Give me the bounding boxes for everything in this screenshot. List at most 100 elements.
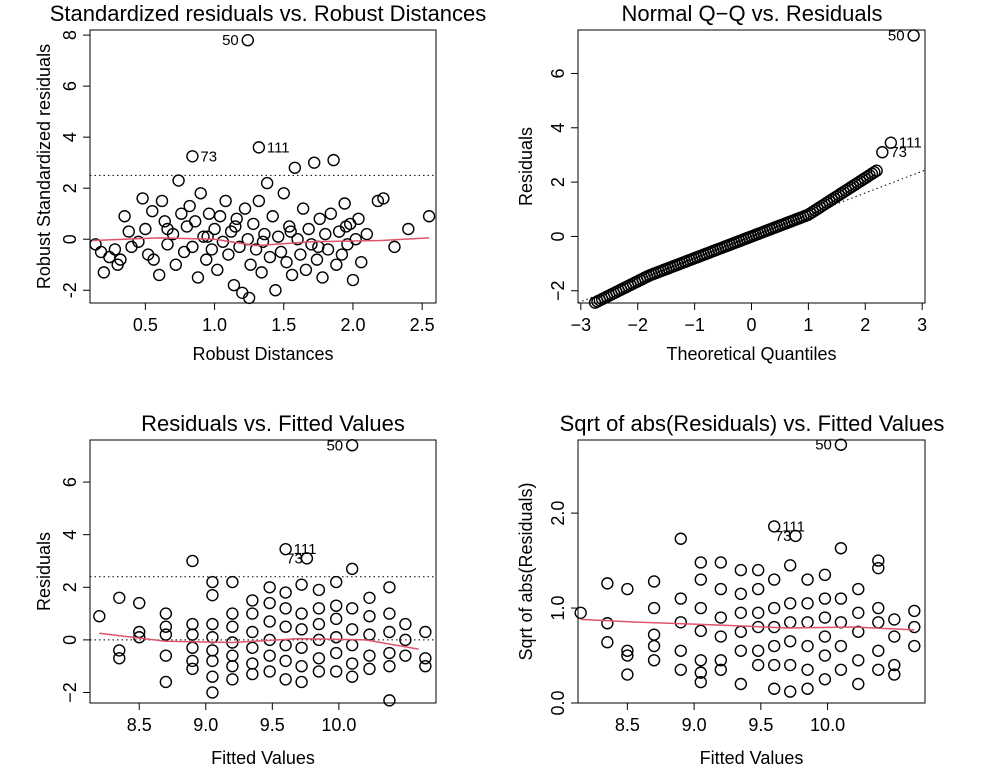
data-point: [349, 233, 362, 246]
data-point: [177, 245, 191, 259]
data-point: [383, 646, 396, 660]
data-point: [211, 263, 224, 277]
data-point: [908, 604, 921, 618]
data-point: [113, 591, 126, 604]
y-axis-label: Sqrt of abs(Residuals): [516, 482, 536, 660]
data-point: [383, 659, 396, 673]
data-point: [714, 611, 728, 624]
data-point: [226, 607, 239, 620]
data-point: [288, 161, 302, 174]
data-points: [89, 153, 436, 305]
chart-title: Residuals vs. Fitted Values: [141, 411, 405, 436]
data-point: [377, 192, 390, 205]
data-point: [295, 675, 308, 689]
data-point: [345, 670, 359, 683]
data-point: [767, 682, 781, 695]
data-point: [146, 204, 159, 218]
data-point: [186, 662, 199, 676]
data-point: [159, 628, 173, 641]
data-point: [183, 199, 196, 213]
y-tick-label: 4: [60, 132, 80, 142]
data-point: [201, 230, 214, 243]
data-point: [818, 592, 832, 605]
data-point: [767, 639, 781, 653]
data-point: [260, 176, 274, 190]
outlier-point: [252, 141, 266, 154]
data-point: [244, 258, 257, 271]
data-point: [319, 227, 332, 241]
data-point: [94, 245, 108, 259]
outlier-label: 50: [326, 437, 343, 454]
data-point: [801, 573, 814, 586]
data-point: [872, 561, 885, 575]
data-point: [834, 542, 848, 555]
data-point: [330, 258, 343, 271]
data-point: [191, 271, 205, 284]
data-point: [272, 230, 285, 243]
outlier-label: 50: [222, 32, 239, 49]
panel-4: Sqrt of abs(Residuals) vs. Fitted Values…: [516, 411, 944, 768]
data-point: [186, 240, 199, 254]
data-point: [206, 686, 219, 699]
outlier-label: 50: [888, 27, 905, 44]
data-point: [152, 268, 166, 282]
data-point: [277, 187, 290, 200]
data-point: [213, 210, 227, 223]
y-tick-label: 0: [60, 234, 80, 244]
data-point: [302, 222, 315, 236]
x-tick-label: 0: [746, 315, 756, 335]
data-point: [305, 238, 318, 251]
y-tick-label: 2: [60, 582, 80, 592]
data-point: [295, 607, 308, 620]
data-point: [371, 194, 385, 208]
outlier-point: [876, 146, 889, 159]
data-point: [186, 617, 199, 631]
x-tick-label: 9.5: [260, 715, 285, 735]
data-point: [852, 625, 865, 638]
data-point: [674, 616, 687, 629]
data-point: [751, 644, 765, 657]
x-tick-label: −1: [684, 315, 705, 335]
x-tick-label: 10.0: [321, 715, 356, 735]
outlier-point: [186, 150, 199, 163]
data-point: [274, 245, 288, 259]
data-point: [206, 670, 219, 683]
data-point: [312, 240, 325, 254]
data-point: [202, 207, 216, 220]
data-point: [159, 607, 173, 620]
data-point: [186, 641, 199, 654]
chart-title: Standardized residuals vs. Robust Distan…: [50, 1, 487, 26]
data-point: [872, 554, 885, 567]
y-tick-label: 0: [60, 635, 80, 645]
data-point: [280, 255, 293, 269]
data-point: [784, 559, 797, 572]
data-point: [188, 215, 202, 228]
x-tick-label: 1.5: [271, 315, 296, 335]
data-point: [197, 230, 210, 243]
data-point: [284, 225, 297, 238]
smooth-line: [92, 237, 430, 247]
data-point: [295, 641, 308, 654]
y-tick-label: 0.0: [548, 690, 568, 715]
data-point: [872, 601, 885, 615]
data-point: [295, 623, 308, 636]
data-point: [229, 220, 242, 233]
data-point: [252, 194, 266, 208]
data-point: [118, 210, 131, 223]
data-points: [574, 532, 921, 698]
data-point: [246, 625, 259, 639]
outlier-point: [884, 136, 898, 149]
y-tick-label: 1.0: [548, 596, 568, 621]
panel-2: Normal Q−Q vs. Residuals Theoretical Quan…: [516, 1, 927, 364]
data-point: [834, 592, 848, 605]
data-point: [283, 220, 296, 233]
outlier-label: 73: [890, 144, 907, 161]
data-point: [888, 613, 901, 626]
data-point: [694, 624, 707, 638]
data-point: [674, 532, 687, 545]
outlier-point: [789, 529, 802, 543]
data-point: [714, 654, 728, 667]
data-point: [226, 620, 239, 633]
y-tick-label: 4: [60, 530, 80, 540]
data-point: [169, 258, 183, 271]
